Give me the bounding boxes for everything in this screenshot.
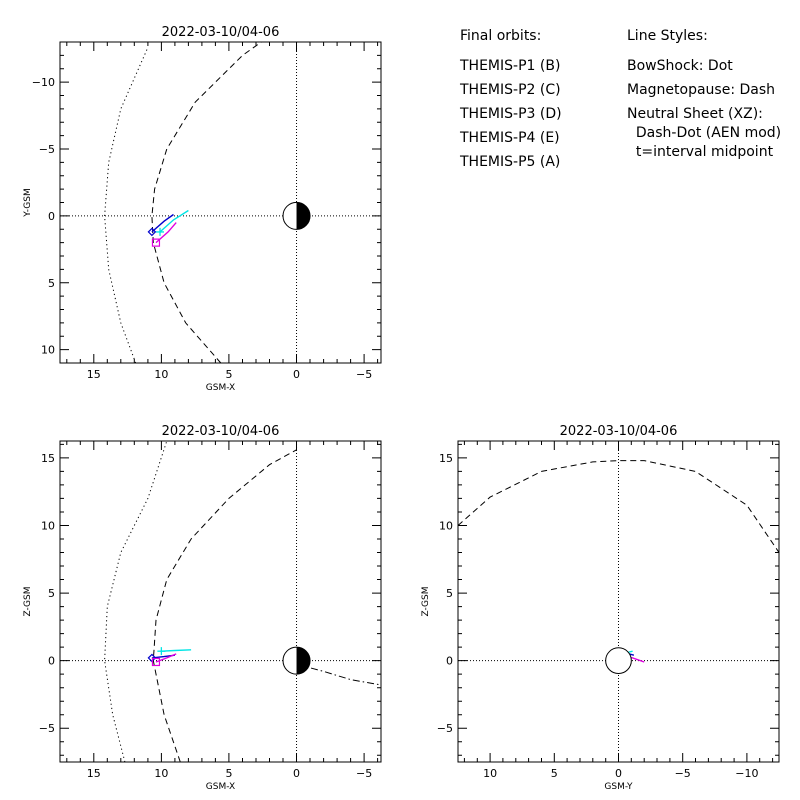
x-tick-label: 0 (293, 767, 300, 780)
y-tick-label: −5 (39, 722, 55, 735)
ticks (60, 441, 381, 762)
tick-marks (458, 441, 779, 762)
orbit-themis-p5-a-marker (151, 238, 161, 247)
legend-probe-p4: THEMIS-P4 (E) (459, 130, 560, 146)
orbit-themis-p5-a-marker (151, 657, 161, 667)
ticks (458, 441, 779, 762)
orbit-themis-p3-d-marker (156, 227, 165, 236)
x-tick-label: −5 (356, 368, 372, 381)
legend-probe-p1: THEMIS-P1 (B) (459, 58, 560, 74)
x-tick-label: 10 (154, 368, 168, 381)
legend-style-midpoint: t=interval midpoint (627, 144, 774, 160)
boundary-dash-0-line (458, 460, 779, 553)
y-tick-label: 0 (446, 655, 453, 668)
x-tick-label: 0 (293, 368, 300, 381)
legend-probe-p3: THEMIS-P3 (D) (459, 106, 562, 122)
x-tick-label: 5 (225, 767, 232, 780)
boundary-dash-1-line (152, 449, 297, 762)
legend-style-bowshock: BowShock: Dot (627, 58, 733, 74)
panel-title: 2022-03-10/04-06 (560, 424, 678, 439)
y-tick-label: 0 (48, 655, 55, 668)
y-tick-label: 10 (41, 344, 55, 357)
ticks (60, 41, 381, 364)
legend-style-dash-dot: Dash-Dot (AEN mod) (627, 125, 781, 141)
y-tick-label: −10 (32, 76, 55, 89)
orbit-themis-p3-d-line (159, 209, 189, 233)
x-tick-label: 15 (87, 368, 101, 381)
x-tick-label: 0 (615, 767, 622, 780)
boundary-dash-1-line (151, 42, 262, 363)
orbit-themis-p4-e-marker (147, 227, 157, 237)
x-tick-label: 10 (483, 767, 497, 780)
legend-probe-p5: THEMIS-P5 (A) (459, 154, 560, 170)
y-tick-label: 5 (48, 587, 55, 600)
panel-xy: 2022-03-10/04-06 15 10 5 0 −5 −10 −5 0 5 10 GSM-X Y-… (23, 25, 382, 393)
plot-area (458, 441, 779, 762)
tick-marks (60, 441, 381, 762)
earth-icon (605, 647, 632, 674)
x-tick-label: 5 (551, 767, 558, 780)
orbit-themis-p4-e-line (151, 213, 174, 233)
y-axis-label: Y-GSM (23, 188, 33, 217)
x-tick-label: −10 (735, 767, 758, 780)
x-tick-label: 15 (87, 767, 101, 780)
panel-xz: 2022-03-10/04-06 15 10 5 0 −5 15 10 5 0 −5 GSM-X Z-G… (23, 424, 382, 792)
plot-area (60, 441, 381, 762)
orbit-themis-p3-d-marker (157, 647, 166, 656)
x-tick-label: −5 (356, 767, 372, 780)
earth-night-side (296, 647, 311, 675)
y-tick-label: 15 (439, 452, 453, 465)
y-tick-label: 0 (48, 210, 55, 223)
legend-orbits-title: Final orbits: (460, 28, 541, 44)
legend-style-magnetopause: Magnetopause: Dash (627, 82, 775, 98)
x-tick-label: 10 (154, 767, 168, 780)
legend: Final orbits: Line Styles: THEMIS-P1 (B)… (459, 28, 781, 170)
y-axis-label: Z-GSM (23, 586, 33, 616)
y-tick-label: −5 (39, 143, 55, 156)
boundary-dot-0-line (104, 441, 168, 762)
tick-marks (60, 41, 381, 364)
earth-night-side (296, 202, 311, 230)
plot-frame (59, 41, 382, 364)
y-tick-label: 10 (41, 519, 55, 532)
x-tick-label: 5 (225, 368, 232, 381)
plot-area (60, 42, 381, 363)
y-tick-label: 10 (439, 519, 453, 532)
legend-style-neutral-sheet: Neutral Sheet (XZ): (627, 106, 763, 122)
legend-styles-title: Line Styles: (627, 28, 708, 44)
orbit-themis-p3-d-line (161, 649, 192, 652)
plot-frame (59, 440, 382, 763)
y-tick-label: 15 (41, 452, 55, 465)
panel-title: 2022-03-10/04-06 (162, 25, 280, 40)
x-axis-label: GSM-X (206, 383, 235, 393)
x-tick-label: −5 (675, 767, 691, 780)
panel-yz: 2022-03-10/04-06 10 5 0 −5 −10 15 10 5 0 −5 GSM-Y Z-… (421, 424, 780, 792)
y-tick-label: −5 (437, 722, 453, 735)
boundary-dot-0-line (104, 47, 149, 363)
y-axis-label: Z-GSM (421, 586, 431, 616)
x-axis-label: GSM-Y (604, 782, 633, 792)
panel-title: 2022-03-10/04-06 (162, 424, 280, 439)
legend-probe-p2: THEMIS-P2 (C) (459, 82, 561, 98)
y-tick-label: 5 (48, 277, 55, 290)
x-axis-label: GSM-X (206, 782, 235, 792)
y-tick-label: 5 (446, 587, 453, 600)
